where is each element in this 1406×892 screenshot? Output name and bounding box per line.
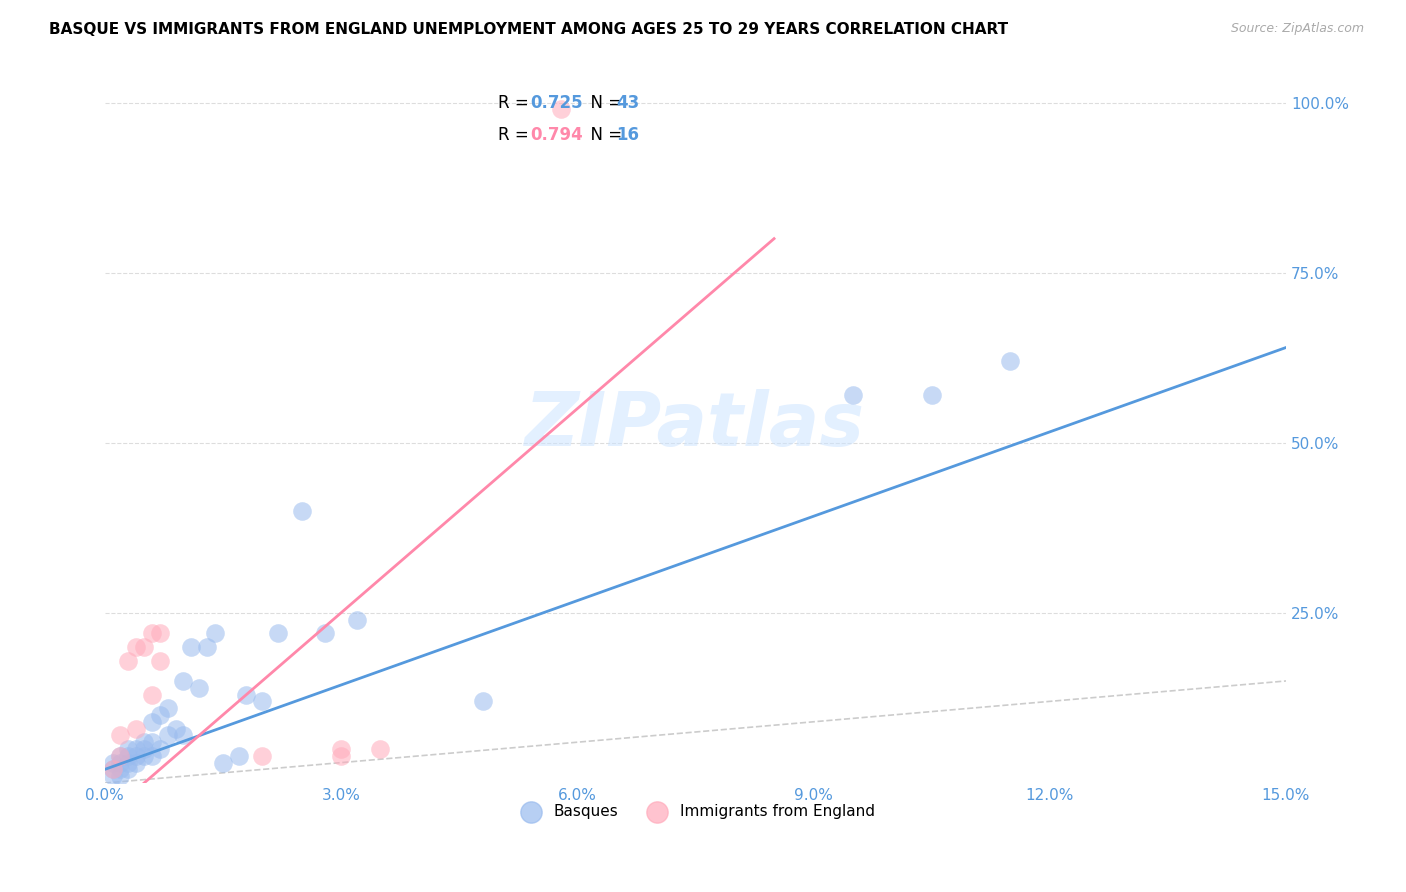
Point [132,748,155,763]
Text: ZIPatlas: ZIPatlas [526,389,865,462]
Point [329,742,352,756]
Point [188,681,211,695]
Text: BASQUE VS IMMIGRANTS FROM ENGLAND UNEMPLOYMENT AMONG AGES 25 TO 29 YEARS CORRELA: BASQUE VS IMMIGRANTS FROM ENGLAND UNEMPL… [49,22,1008,37]
Point [110,756,132,770]
Point [125,722,148,736]
Point [156,728,179,742]
Point [1000,354,1022,368]
Point [141,748,163,763]
Text: N =: N = [581,127,627,145]
Point [132,640,155,654]
Point [125,640,148,654]
Point [149,626,172,640]
Point [921,388,943,402]
Text: R =: R = [498,127,534,145]
Point [141,735,163,749]
Point [117,763,139,777]
Point [211,756,233,770]
Point [842,388,865,402]
Point [346,613,368,627]
Point [235,688,257,702]
Text: N =: N = [581,94,627,112]
Point [290,504,312,518]
Point [204,626,226,640]
Point [368,742,391,756]
Point [117,748,139,763]
Point [101,756,124,770]
Point [110,769,132,783]
Point [471,694,494,708]
Point [132,742,155,756]
Text: 16: 16 [616,127,638,145]
Point [165,722,187,736]
Point [314,626,336,640]
Point [195,640,218,654]
Point [101,763,124,777]
Text: 0.725: 0.725 [530,94,583,112]
Point [149,654,172,668]
Point [101,763,124,777]
Point [156,701,179,715]
Legend: Basques, Immigrants from England: Basques, Immigrants from England [510,798,882,825]
Point [329,748,352,763]
Point [141,626,163,640]
Point [110,748,132,763]
Point [101,769,124,783]
Point [125,756,148,770]
Point [228,748,250,763]
Point [172,728,194,742]
Text: Source: ZipAtlas.com: Source: ZipAtlas.com [1230,22,1364,36]
Point [550,103,572,117]
Point [110,748,132,763]
Point [149,708,172,723]
Point [180,640,202,654]
Point [172,673,194,688]
Point [250,748,273,763]
Point [149,742,172,756]
Text: 43: 43 [616,94,638,112]
Text: R =: R = [498,94,534,112]
Point [125,742,148,756]
Point [125,748,148,763]
Point [141,688,163,702]
Point [141,714,163,729]
Point [267,626,290,640]
Point [132,735,155,749]
Text: 0.794: 0.794 [530,127,583,145]
Point [250,694,273,708]
Point [110,728,132,742]
Point [110,763,132,777]
Point [117,756,139,770]
Point [117,742,139,756]
Point [117,654,139,668]
